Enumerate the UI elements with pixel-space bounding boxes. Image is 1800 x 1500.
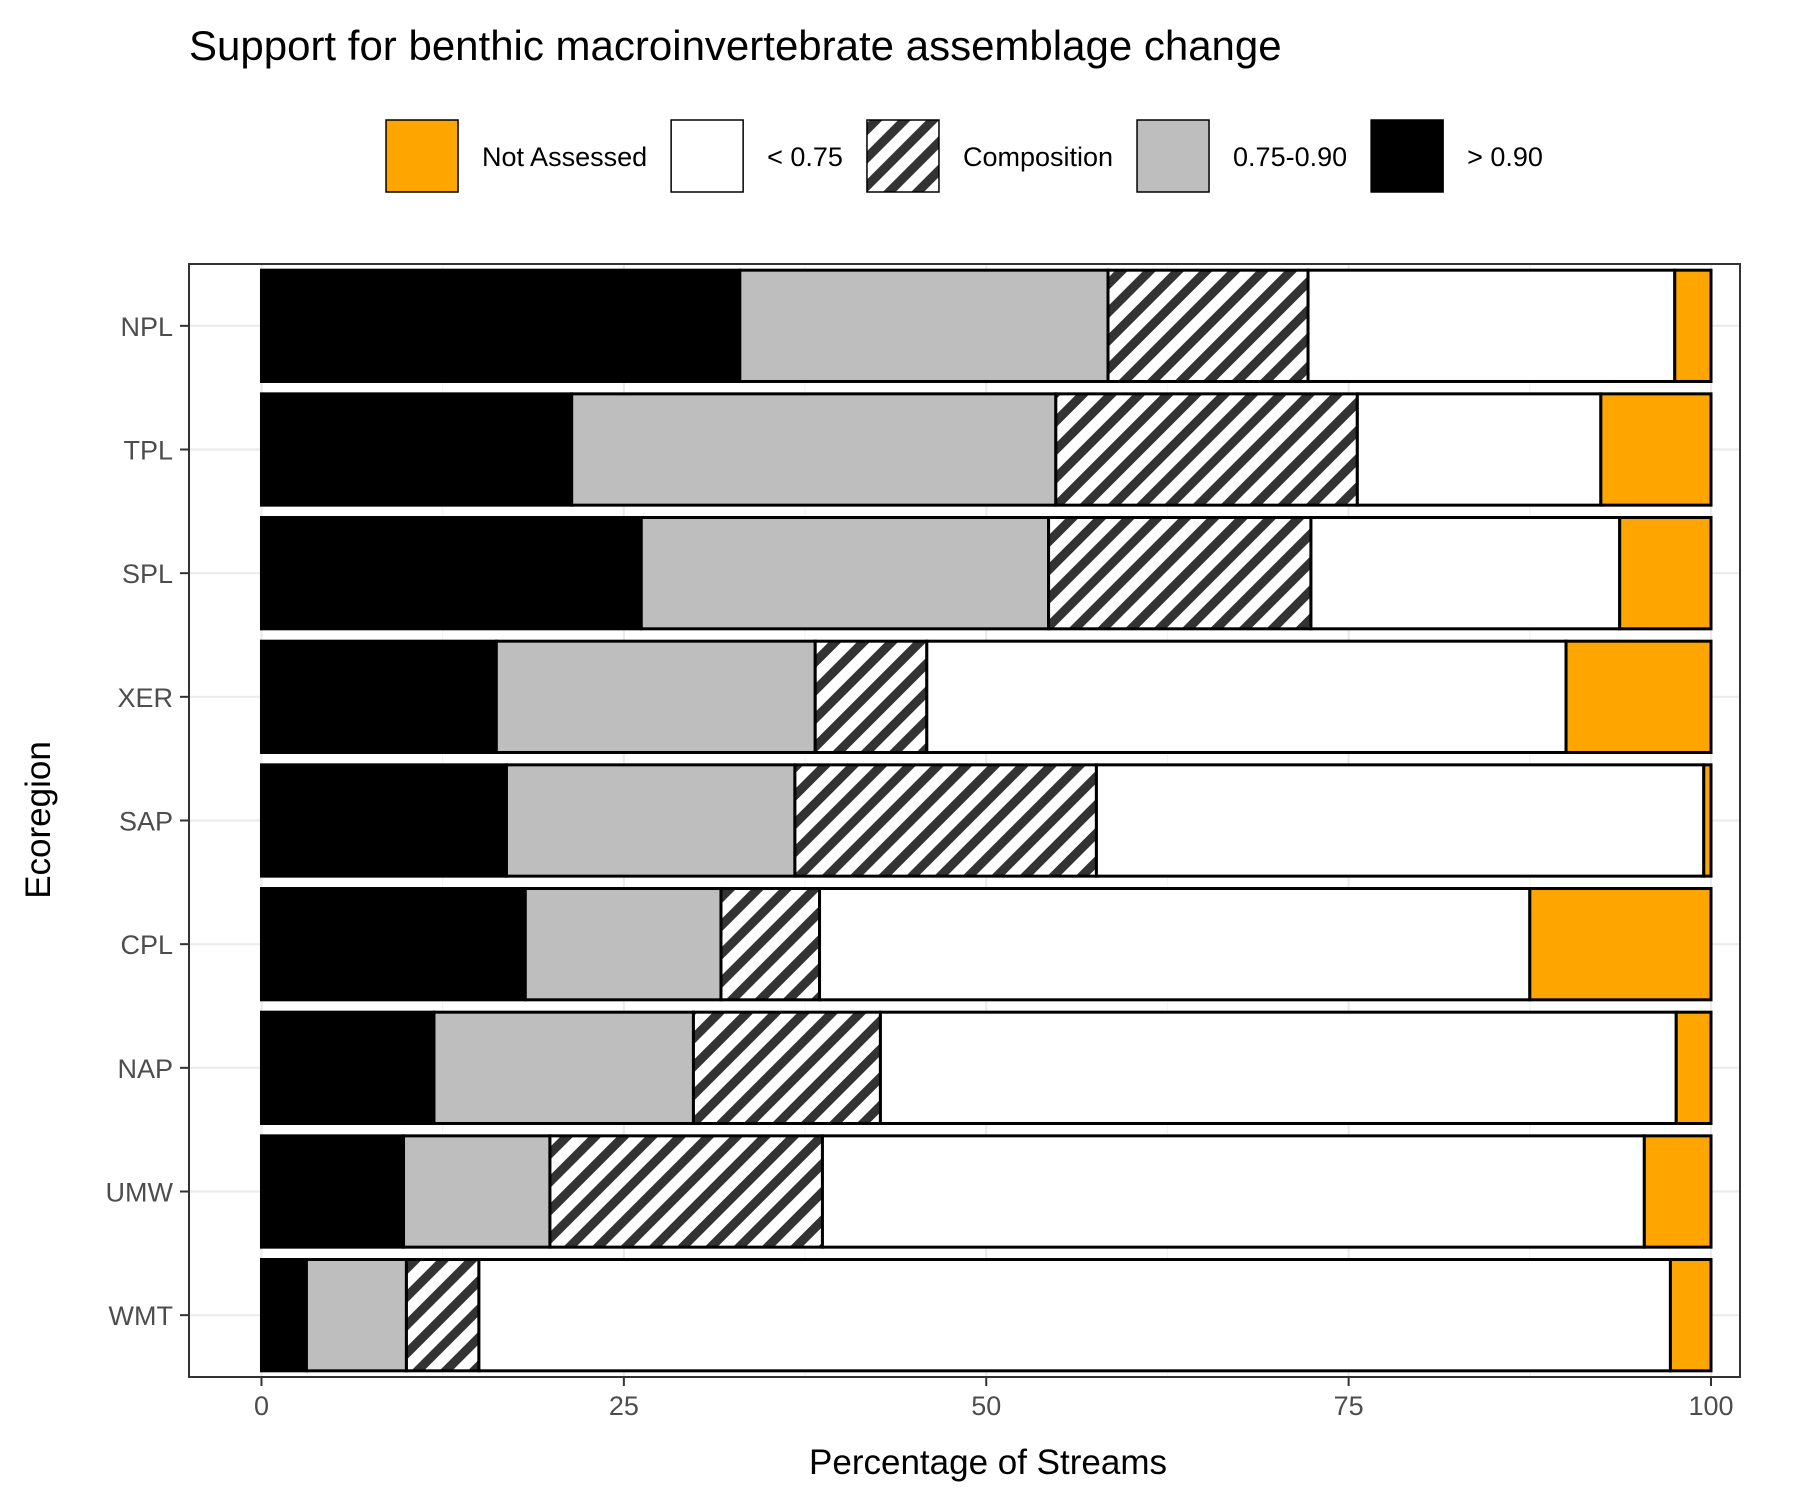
bar-umw-0-75 — [820, 1134, 1646, 1249]
bar-nap-0-90 — [259, 1010, 436, 1125]
bar-nap-0-75 — [878, 1010, 1678, 1125]
bar-wmt-0-75 — [477, 1258, 1672, 1373]
bar-wmt-composition — [404, 1258, 481, 1373]
legend-key-0-75 — [670, 119, 744, 193]
bar-tpl-0-90 — [259, 392, 574, 507]
bar-spl-0-75 — [1309, 516, 1622, 631]
bar-xer-not-assessed — [1564, 639, 1713, 754]
bar-spl-0-90 — [259, 516, 643, 631]
bar-npl-0-90 — [259, 268, 742, 383]
bar-sap-0-90 — [259, 763, 508, 878]
bar-xer-composition — [813, 639, 929, 754]
legend-label-0-75: < 0.75 — [767, 142, 843, 172]
x-axis-title: Percentage of Streams — [809, 1443, 1167, 1482]
bar-tpl-0-75-0-90 — [570, 392, 1058, 507]
legend-item-composition: Composition — [866, 119, 1113, 193]
bar-nap-not-assessed — [1674, 1010, 1713, 1125]
x-axis: 0 25 50 75 100 — [254, 1377, 1734, 1421]
legend-label-not-assessed: Not Assessed — [482, 142, 647, 172]
bar-tpl-not-assessed — [1599, 392, 1713, 507]
bar-cpl-0-75 — [818, 887, 1532, 1002]
bar-umw-composition — [548, 1134, 824, 1249]
bar-wmt-not-assessed — [1668, 1258, 1713, 1373]
bar-sap-composition — [793, 763, 1098, 878]
y-axis: NPL TPL SPL XER SAP CPL NAP UMW WMT — [106, 312, 189, 1331]
bar-umw-0-90 — [259, 1134, 406, 1249]
legend-item-not-assessed: Not Assessed — [385, 119, 647, 193]
legend-key-0-75-0-90 — [1136, 119, 1210, 193]
legend-item-0-75-0-90: 0.75-0.90 — [1136, 119, 1347, 193]
bar-umw-not-assessed — [1642, 1134, 1713, 1249]
bar-xer-0-75-0-90 — [494, 639, 817, 754]
bar-cpl-0-90 — [259, 887, 527, 1002]
bar-nap-0-75-0-90 — [432, 1010, 695, 1125]
y-tick-label-npl: NPL — [120, 312, 173, 342]
bar-spl-0-75-0-90 — [639, 516, 1051, 631]
chart-title: Support for benthic macroinvertebrate as… — [189, 22, 1282, 69]
bar-cpl-0-75-0-90 — [523, 887, 723, 1002]
bar-spl-composition — [1047, 516, 1313, 631]
legend-item-0-90: > 0.90 — [1370, 119, 1543, 193]
bar-wmt-0-90 — [259, 1258, 308, 1373]
bar-sap-0-75-0-90 — [504, 763, 797, 878]
bars — [259, 268, 1713, 1373]
y-tick-label-xer: XER — [117, 683, 173, 713]
bar-nap-composition — [691, 1010, 882, 1125]
bar-npl-0-75-0-90 — [738, 268, 1110, 383]
legend-key-composition — [866, 119, 940, 193]
bar-npl-composition — [1106, 268, 1310, 383]
y-tick-label-wmt: WMT — [109, 1301, 173, 1331]
bar-tpl-composition — [1054, 392, 1359, 507]
bar-xer-0-90 — [259, 639, 498, 754]
y-tick-label-sap: SAP — [119, 807, 173, 837]
bar-npl-0-75 — [1306, 268, 1677, 383]
legend-key-not-assessed — [385, 119, 459, 193]
x-tick-label-100: 100 — [1688, 1391, 1733, 1421]
y-tick-label-spl: SPL — [122, 559, 173, 589]
x-tick-label-25: 25 — [609, 1391, 639, 1421]
y-tick-label-cpl: CPL — [120, 930, 173, 960]
legend-label-0-90: > 0.90 — [1467, 142, 1543, 172]
legend-label-composition: Composition — [963, 142, 1113, 172]
legend-key-0-90 — [1370, 119, 1444, 193]
y-axis-title: Ecoregion — [19, 741, 58, 899]
bar-sap-0-75 — [1094, 763, 1706, 878]
bar-umw-0-75-0-90 — [402, 1134, 552, 1249]
bar-npl-not-assessed — [1673, 268, 1713, 383]
bar-xer-0-75 — [925, 639, 1568, 754]
legend: Not Assessed < 0.75 Composition 0.75-0.90 > … — [385, 119, 1543, 193]
x-tick-label-50: 50 — [971, 1391, 1001, 1421]
legend-label-0-75-0-90: 0.75-0.90 — [1233, 142, 1347, 172]
legend-item-0-75: < 0.75 — [670, 119, 843, 193]
y-tick-label-tpl: TPL — [123, 436, 173, 466]
bar-cpl-not-assessed — [1528, 887, 1713, 1002]
bar-tpl-0-75 — [1355, 392, 1603, 507]
bar-cpl-composition — [719, 887, 822, 1002]
x-tick-label-0: 0 — [254, 1391, 269, 1421]
bar-sap-not-assessed — [1702, 763, 1713, 878]
bar-spl-not-assessed — [1618, 516, 1713, 631]
x-tick-label-75: 75 — [1334, 1391, 1364, 1421]
y-tick-label-nap: NAP — [117, 1054, 173, 1084]
y-tick-label-umw: UMW — [106, 1178, 174, 1208]
bar-wmt-0-75-0-90 — [304, 1258, 408, 1373]
